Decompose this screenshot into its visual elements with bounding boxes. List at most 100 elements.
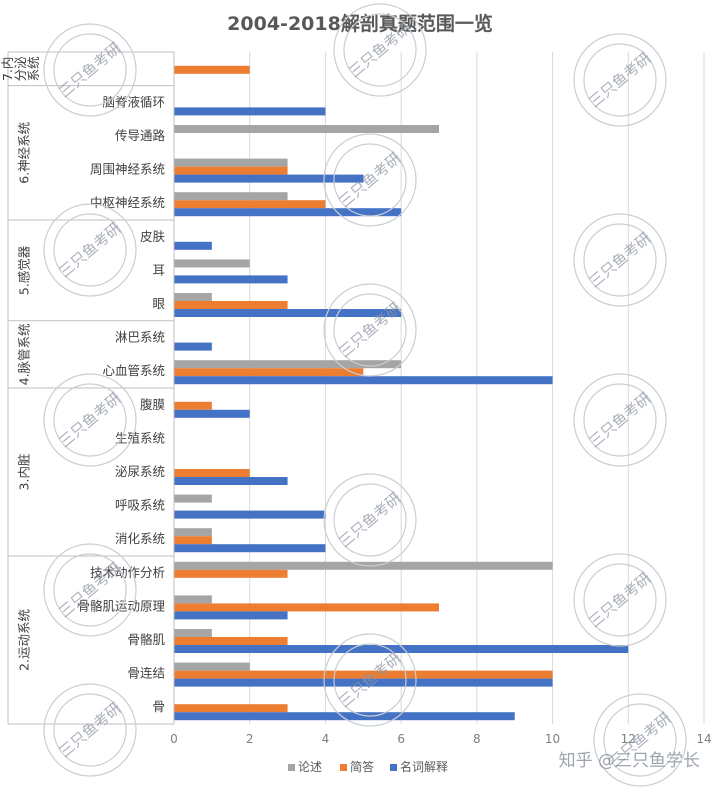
watermark-circle bbox=[43, 543, 137, 637]
watermark-stamp: 三只鱼考研 bbox=[573, 33, 667, 127]
watermark-text: 三只鱼考研 bbox=[55, 699, 124, 761]
bar-论述-呼吸系统 bbox=[174, 494, 212, 503]
watermark-circle bbox=[53, 33, 127, 107]
watermark-circle bbox=[573, 373, 667, 467]
bar-名词解释-骨连结 bbox=[174, 678, 553, 687]
watermark-text: 三只鱼考研 bbox=[585, 49, 654, 111]
category-label: 骨连结 bbox=[127, 666, 165, 681]
watermark-circle bbox=[583, 383, 657, 457]
bar-名词解释-消化系统 bbox=[174, 544, 326, 553]
category-label: 泌尿系统 bbox=[115, 464, 165, 479]
watermark-circle bbox=[603, 703, 677, 777]
watermark-circle bbox=[333, 293, 407, 367]
bar-论述-骨骼肌 bbox=[174, 629, 212, 637]
watermark-circle bbox=[323, 133, 417, 227]
watermark-circle bbox=[43, 683, 137, 777]
category-label: 传导通路 bbox=[115, 128, 166, 143]
category-label: 生殖系统 bbox=[115, 430, 165, 445]
bar-名词解释-脑脊液循环 bbox=[174, 107, 326, 116]
legend-label: 简答 bbox=[350, 759, 374, 774]
legend-label: 论述 bbox=[298, 760, 322, 774]
watermark-circle bbox=[343, 13, 417, 87]
legend-label: 名词解释 bbox=[400, 759, 448, 774]
category-label: 骨骼肌 bbox=[127, 632, 165, 647]
watermark-circle bbox=[43, 23, 137, 117]
bar-简答-7.内分泌系统 bbox=[174, 65, 250, 74]
tick-label: 14 bbox=[696, 732, 711, 746]
watermark-text: 三只鱼考研 bbox=[335, 299, 404, 361]
bar-论述-中枢神经系统 bbox=[174, 192, 288, 201]
watermark-circle bbox=[323, 283, 417, 377]
watermark-circle bbox=[593, 693, 687, 787]
bar-名词解释-眼 bbox=[174, 309, 402, 317]
bar-名词解释-骨 bbox=[174, 712, 515, 721]
legend-item-论述: 论述 bbox=[288, 760, 322, 774]
legend-swatch bbox=[340, 764, 347, 771]
watermark-text: 三只鱼考研 bbox=[585, 569, 654, 631]
watermark-footer: 知乎 @三只鱼学长 bbox=[559, 751, 700, 771]
watermark-circle bbox=[53, 213, 127, 287]
bar-论述-周围神经系统 bbox=[174, 158, 288, 167]
bar-简答-消化系统 bbox=[174, 536, 212, 545]
watermark-circle bbox=[333, 3, 427, 97]
watermark-circle bbox=[333, 483, 407, 557]
watermark-circle bbox=[333, 143, 407, 217]
category-label: 中枢神经系统 bbox=[90, 195, 165, 210]
legend-swatch bbox=[288, 764, 295, 771]
bar-论述-传导通路 bbox=[174, 125, 439, 133]
category-label: 周围神经系统 bbox=[90, 162, 165, 177]
bar-简答-骨骼肌 bbox=[174, 637, 288, 645]
watermark-circle bbox=[573, 33, 667, 127]
watermark-circle bbox=[333, 643, 407, 717]
watermark-stamp: 三只鱼考研 bbox=[573, 213, 667, 307]
watermark-circle bbox=[583, 223, 657, 297]
legend: 论述 简答 名词解释 bbox=[288, 759, 448, 774]
category-label: 骨 bbox=[152, 699, 165, 714]
watermark-circle bbox=[583, 563, 657, 637]
bar-简答-骨骼肌运动原理 bbox=[174, 603, 439, 612]
tick-label: 8 bbox=[473, 732, 481, 746]
watermark-circle bbox=[573, 213, 667, 307]
watermark-circle bbox=[583, 43, 657, 117]
watermark-stamp: 三只鱼考研 bbox=[573, 373, 667, 467]
watermark-text: 三只鱼考研 bbox=[335, 489, 404, 551]
grid-lines bbox=[249, 52, 705, 724]
category-label: 皮肤 bbox=[140, 229, 166, 244]
category-label: 技术动作分析 bbox=[90, 565, 165, 580]
group-label: 3.内脏 bbox=[17, 454, 32, 491]
group-label: 7.内分泌系统 bbox=[0, 56, 41, 82]
bar-名词解释-淋巴系统 bbox=[174, 342, 212, 351]
watermark-circle bbox=[43, 373, 137, 467]
tick-label: 2 bbox=[246, 732, 254, 746]
legend-swatch bbox=[390, 764, 397, 771]
category-label: 眼 bbox=[152, 296, 165, 311]
watermark-circle bbox=[323, 633, 417, 727]
bar-论述-骨连结 bbox=[174, 662, 250, 671]
bar-简答-腹膜 bbox=[174, 401, 212, 410]
bar-简答-中枢神经系统 bbox=[174, 200, 326, 209]
bar-名词解释-呼吸系统 bbox=[174, 510, 326, 519]
value-axis: 0 2 4 6 8 10 12 14 bbox=[170, 732, 711, 746]
bar-名词解释-骨骼肌 bbox=[174, 645, 629, 653]
watermark-text: 三只鱼考研 bbox=[55, 219, 124, 281]
legend-item-简答: 简答 bbox=[340, 759, 374, 774]
category-label: 腹膜 bbox=[140, 397, 165, 412]
watermark-circle bbox=[573, 553, 667, 647]
bar-论述-骨骼肌运动原理 bbox=[174, 595, 212, 604]
category-axis: 脑脊液循环传导通路周围神经系统中枢神经系统皮肤耳眼淋巴系统心血管系统腹膜生殖系统… bbox=[0, 51, 175, 725]
watermark-circle bbox=[53, 383, 127, 457]
watermark-stamp: 三只鱼考研 bbox=[43, 683, 137, 777]
category-label: 骨骼肌运动原理 bbox=[77, 598, 165, 613]
bar-名词解释-骨骼肌运动原理 bbox=[174, 611, 288, 620]
category-label: 心血管系统 bbox=[102, 363, 165, 378]
tick-label: 10 bbox=[545, 732, 560, 746]
bar-名词解释-耳 bbox=[174, 275, 288, 284]
tick-label: 6 bbox=[397, 732, 405, 746]
category-label: 脑脊液循环 bbox=[102, 94, 165, 109]
bar-简答-骨 bbox=[174, 704, 288, 713]
category-label: 呼吸系统 bbox=[115, 498, 165, 513]
bar-名词解释-周围神经系统 bbox=[174, 174, 364, 183]
bar-名词解释-泌尿系统 bbox=[174, 477, 288, 485]
group-label: 4.脉管系统 bbox=[17, 323, 32, 385]
